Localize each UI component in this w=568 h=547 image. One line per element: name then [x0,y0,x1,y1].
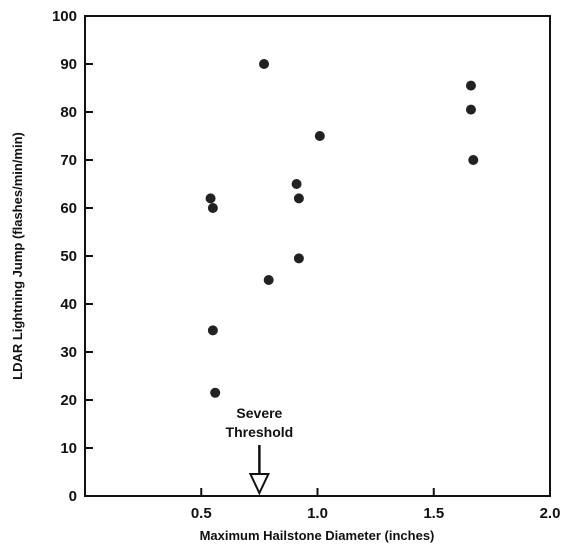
data-point [291,179,302,189]
annotation-line-threshold: Threshold [226,424,294,440]
x-tick-label: 1.0 [307,505,328,522]
data-point [210,387,221,398]
data-point [468,155,479,165]
data-point [293,253,304,264]
y-tick-label: 40 [60,296,77,313]
x-axis-title: Maximum Hailstone Diameter (inches) [200,528,435,543]
x-axis: 0.5 1.0 1.5 2.0 [191,488,561,522]
y-tick-label: 30 [60,344,77,361]
y-tick-label: 90 [60,56,77,73]
y-tick-label: 70 [60,152,77,169]
y-tick-label: 0 [69,488,77,505]
data-point [207,203,218,213]
data-point [207,325,218,336]
x-tick-label: 0.5 [191,505,212,522]
data-point [314,131,325,141]
y-tick-label: 20 [60,392,77,409]
data-point [465,104,476,115]
y-axis: 0 10 20 30 40 50 60 70 80 90 100 [52,8,93,505]
plot-frame [84,15,551,497]
data-point [205,193,216,204]
y-axis-title: LDAR Lightning Jump (flashes/min/min) [10,132,25,380]
annotation-line-severe: Severe [236,405,282,421]
y-tick-label: 50 [60,248,77,265]
y-tick-label: 10 [60,440,77,457]
x-tick-label: 1.5 [423,505,444,522]
severe-threshold-annotation: Severe Threshold [226,405,294,496]
data-point [465,80,476,91]
data-point [263,275,274,285]
x-tick-label: 2.0 [540,505,561,522]
data-point [293,193,304,204]
y-tick-label: 80 [60,104,77,121]
data-points [205,59,479,398]
y-tick-label: 100 [52,8,77,25]
data-point [259,59,270,69]
y-tick-label: 60 [60,200,77,217]
threshold-arrow-icon [248,473,270,496]
